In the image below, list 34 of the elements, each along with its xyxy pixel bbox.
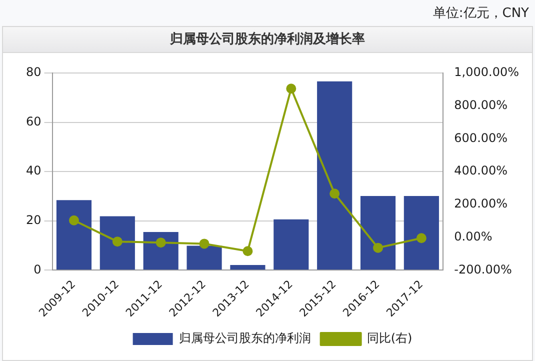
point: [330, 188, 340, 199]
legend-label: 归属母公司股东的净利润: [178, 331, 311, 346]
y-tick-label: 40: [26, 164, 42, 178]
y2-tick-label: 400.00%: [454, 164, 508, 178]
point: [416, 233, 426, 244]
y2-tick-label: 0.00%: [454, 229, 492, 244]
point: [242, 246, 253, 256]
point: [286, 84, 296, 94]
y-tick-label: 0: [34, 262, 42, 276]
bar: [143, 232, 178, 270]
y2-tick-label: 1,000.00%: [454, 65, 520, 80]
bar: [404, 196, 439, 270]
y2-tick-label: -200.00%: [454, 262, 512, 276]
bar: [317, 81, 352, 270]
y-tick-label: 60: [26, 114, 42, 128]
bar: [360, 196, 396, 270]
text: 单位:亿元，CNY: [432, 5, 529, 22]
point: [199, 238, 210, 249]
bar: [186, 246, 222, 270]
point: [68, 215, 79, 226]
bar: [100, 216, 135, 270]
y2-tick-label: 600.00%: [454, 130, 508, 145]
legend-label: 同比(右): [366, 331, 412, 346]
chart-title: 归属母公司股东的净利润及增长率: [3, 27, 532, 53]
point: [373, 242, 384, 253]
point: [112, 236, 122, 247]
y2-tick-label: 800.00%: [454, 98, 508, 112]
y-tick-label: 80: [26, 65, 42, 80]
y-tick-label: 20: [26, 213, 42, 227]
bar: [274, 219, 309, 270]
point: [156, 238, 166, 248]
y2-tick-label: 200.00%: [454, 196, 508, 211]
bar: [56, 200, 92, 270]
bar: [230, 264, 266, 270]
